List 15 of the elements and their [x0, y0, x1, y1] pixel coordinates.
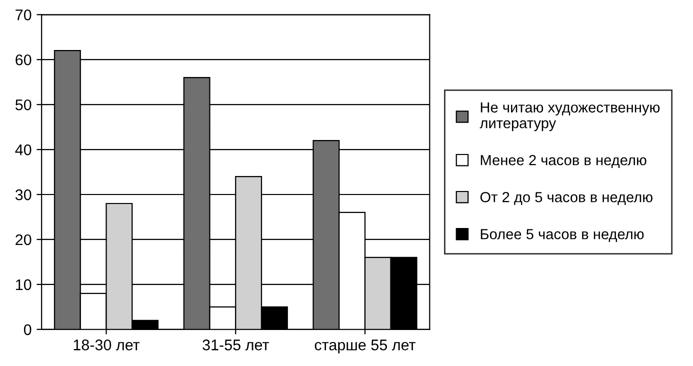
y-tick-label: 70 — [16, 10, 32, 20]
y-tick-label: 20 — [16, 234, 32, 246]
legend-label: Менее 2 часов в неделю — [480, 154, 646, 168]
y-tick-label: 50 — [15, 99, 32, 110]
legend-label: От 2 до 5 часов в неделю — [480, 192, 652, 206]
y-tick-label: 30 — [15, 189, 32, 200]
y-tick-label: 0 — [24, 324, 32, 336]
x-tick-label: 31-55 лет — [202, 340, 269, 350]
x-tick-label: старше 55 лет — [314, 340, 416, 354]
x-tick-label: 18-30 лет — [74, 340, 140, 350]
y-tick-label: 10 — [16, 279, 32, 290]
y-tick-label: 40 — [15, 144, 32, 156]
legend-label: Не читаю художественную литературу — [480, 102, 660, 132]
legend-label: Более 5 часов в неделю — [480, 229, 644, 242]
y-tick-label: 60 — [16, 54, 32, 66]
